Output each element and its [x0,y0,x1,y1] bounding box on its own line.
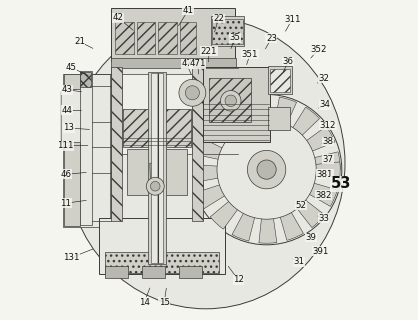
Bar [209,78,251,122]
Bar [180,22,196,54]
Bar [270,69,290,92]
Circle shape [179,79,206,106]
Wedge shape [193,164,267,182]
Circle shape [150,181,160,191]
Bar [112,58,236,68]
Wedge shape [267,152,340,170]
FancyBboxPatch shape [61,90,92,142]
Circle shape [146,177,164,195]
Bar [211,16,244,46]
Bar [112,67,122,221]
Wedge shape [267,97,296,170]
Wedge shape [267,170,337,206]
Bar [178,266,201,278]
Text: 39: 39 [305,233,316,242]
Text: 46: 46 [60,170,71,179]
Text: 11: 11 [60,199,71,208]
Text: 32: 32 [318,74,329,83]
Bar [142,266,165,278]
Bar [64,74,80,226]
Text: 36: 36 [283,57,294,66]
Text: 23: 23 [266,34,277,43]
Text: 42: 42 [112,13,123,22]
Text: 47: 47 [181,60,192,68]
Bar [112,8,234,61]
Text: 311: 311 [284,15,301,24]
Polygon shape [150,163,161,194]
Circle shape [217,120,316,219]
Text: 53: 53 [331,177,351,191]
Bar [123,109,191,147]
Wedge shape [267,126,335,170]
Text: 351: 351 [242,50,258,59]
Circle shape [221,91,241,111]
Wedge shape [196,170,267,209]
Bar [151,73,163,263]
Wedge shape [206,115,267,170]
Circle shape [185,86,199,100]
Text: 37: 37 [323,155,334,164]
Text: 41: 41 [183,6,194,15]
Text: 312: 312 [320,121,336,130]
Wedge shape [267,170,303,240]
Text: 391: 391 [312,247,329,256]
Bar [203,67,270,142]
Text: 471: 471 [189,60,206,68]
Bar [99,218,225,274]
Text: 45: 45 [65,63,76,72]
Bar [64,74,110,227]
Text: 21: 21 [74,37,85,46]
Text: 33: 33 [318,214,329,223]
Text: 13: 13 [64,124,74,132]
Bar [112,67,203,221]
Bar [115,22,134,54]
Text: 34: 34 [319,100,330,109]
Ellipse shape [66,18,345,309]
Bar [137,22,155,54]
Text: 14: 14 [139,298,150,307]
Circle shape [247,150,286,189]
Bar [148,72,166,264]
Wedge shape [259,170,277,243]
Text: 111: 111 [57,141,74,150]
Bar [80,71,92,225]
Wedge shape [210,170,267,229]
Bar [268,107,290,130]
Text: 44: 44 [61,106,72,115]
Circle shape [257,160,276,179]
Text: 31: 31 [294,257,305,266]
Wedge shape [195,137,267,170]
Circle shape [225,95,237,107]
Bar [192,67,203,221]
Text: 131: 131 [63,253,80,262]
Circle shape [191,94,342,245]
Text: 15: 15 [159,298,170,307]
Wedge shape [251,96,269,170]
Bar [268,66,292,94]
Bar [158,22,177,54]
Wedge shape [267,107,319,170]
Text: 382: 382 [315,191,332,200]
Bar [105,266,128,278]
Text: 38: 38 [323,137,334,146]
Text: 35: 35 [230,33,241,42]
Wedge shape [232,170,267,241]
Text: 22: 22 [213,14,224,23]
Bar [212,19,242,44]
Bar [127,149,186,195]
Text: 43: 43 [61,85,72,94]
Text: 12: 12 [233,276,244,284]
Text: 52: 52 [296,201,307,210]
Wedge shape [267,170,325,228]
Text: 352: 352 [310,45,327,54]
Bar [80,72,91,87]
Text: 221: 221 [201,47,217,56]
Bar [105,252,219,273]
Wedge shape [267,162,340,180]
Wedge shape [225,100,267,170]
Text: 381: 381 [316,170,333,179]
Bar [122,74,192,154]
